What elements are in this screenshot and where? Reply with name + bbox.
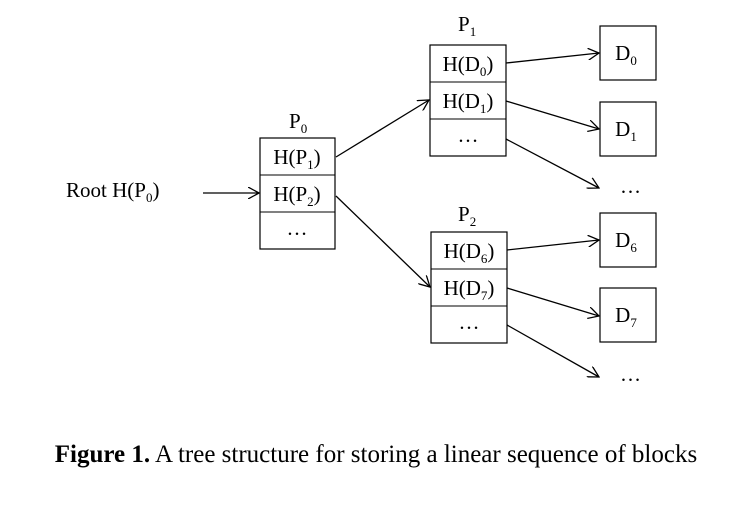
- svg-text:D6: D6: [615, 228, 637, 255]
- ellipsis-after-d7: …: [620, 362, 641, 386]
- figure-number: Figure 1.: [54, 441, 151, 468]
- p1-cell-ellipsis: …: [458, 123, 479, 147]
- svg-text:D1: D1: [615, 117, 637, 144]
- p1-cell-hd0: H(D0): [443, 52, 494, 79]
- node-p1: P1 H(D0) H(D1) …: [429, 12, 507, 157]
- p2-cell-ellipsis: …: [459, 310, 480, 334]
- p2-cell-hd6: H(D6): [444, 239, 495, 266]
- node-p1-label: P1: [458, 12, 476, 39]
- p0-cell-ellipsis: …: [287, 216, 308, 240]
- p2-cell-hd7: H(D7): [444, 276, 495, 303]
- arrow-p2-to-d6: [506, 240, 599, 251]
- root-label: Root H(P0): [66, 178, 159, 205]
- p1-cell-hd1: H(D1): [443, 89, 494, 116]
- tree-diagram: Root H(P0) P0 H(P1) H(P2) … P1 H(D0) H(D…: [66, 12, 657, 386]
- arrow-p2-to-d7: [506, 287, 599, 316]
- caption-text: A tree structure for storing a linear se…: [150, 441, 698, 468]
- arrow-p1-to-d0: [505, 53, 599, 64]
- data-block-d0: D0: [599, 25, 657, 81]
- arrow-p1-to-ellipsis: [505, 138, 599, 188]
- node-p0-label: P0: [289, 109, 307, 136]
- data-block-d7: D7: [599, 287, 657, 343]
- data-block-d1: D1: [599, 101, 657, 157]
- ellipsis-after-d1: …: [620, 174, 641, 198]
- node-p0: P0 H(P1) H(P2) …: [259, 109, 336, 250]
- arrow-p0-to-p2: [335, 195, 430, 287]
- data-block-d6: D6: [599, 212, 657, 268]
- arrow-p2-to-ellipsis: [506, 324, 599, 377]
- svg-text:D7: D7: [615, 303, 637, 330]
- p0-cell-hp2: H(P2): [273, 182, 320, 209]
- p0-cell-hp1: H(P1): [273, 145, 320, 172]
- arrow-p1-to-d1: [505, 100, 599, 129]
- node-p2-label: P2: [458, 202, 476, 229]
- node-p2: P2 H(D6) H(D7) …: [430, 202, 508, 344]
- svg-text:D0: D0: [615, 41, 637, 68]
- arrow-p0-to-p1: [335, 100, 429, 158]
- figure-caption: Figure 1. A tree structure for storing a…: [0, 438, 752, 471]
